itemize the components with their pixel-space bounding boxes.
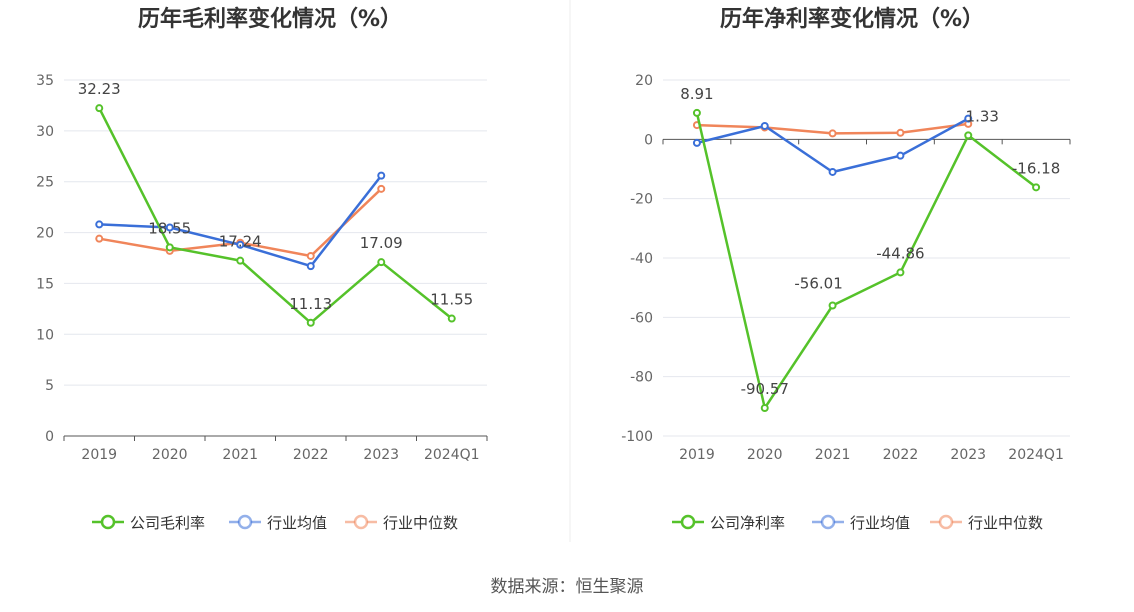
data-point	[306, 251, 315, 260]
x-tick-label: 2022	[293, 447, 329, 463]
data-point	[306, 318, 315, 327]
data-point	[165, 223, 174, 232]
data-point	[95, 220, 104, 229]
y-tick-label: 20	[36, 226, 54, 242]
y-tick-label: -40	[630, 251, 653, 267]
chart-title: 历年净利率变化情况（%）	[720, 6, 984, 32]
data-point	[95, 234, 104, 243]
series-industry_avg	[692, 114, 973, 176]
data-point	[377, 184, 386, 193]
data-label: 18.55	[148, 219, 191, 237]
x-tick-label: 2021	[222, 447, 258, 463]
x-tick-label: 2024Q1	[424, 447, 480, 463]
data-point	[377, 171, 386, 180]
data-label: -16.18	[1012, 159, 1060, 177]
y-tick-label: -80	[630, 370, 653, 386]
legend-label: 公司净利率	[710, 514, 785, 532]
series-line	[98, 107, 453, 325]
data-label: 11.13	[289, 295, 332, 313]
legend-item-company: 公司净利率	[672, 514, 785, 532]
legend-label: 行业均值	[267, 514, 327, 532]
legend-item-industry_avg: 行业均值	[812, 514, 910, 532]
data-point	[447, 314, 456, 323]
legend-marker	[680, 514, 696, 530]
net-margin-chart: 历年净利率变化情况（%） -100 -80 -60 -40 -20 0 20 2019 2020 2…	[621, 6, 1071, 532]
x-tick-label: 2020	[152, 447, 188, 463]
legend-label: 行业中位数	[383, 514, 458, 532]
x-tick-label: 2021	[815, 447, 851, 463]
data-point	[828, 301, 837, 310]
x-tick-label: 2022	[883, 447, 919, 463]
data-point	[896, 268, 905, 277]
y-tick-label: 30	[36, 124, 54, 140]
chart-title: 历年毛利率变化情况（%）	[138, 6, 402, 32]
x-tick-label: 2019	[81, 447, 117, 463]
data-point	[964, 114, 973, 123]
y-tick-label: 20	[635, 73, 653, 89]
data-label: 11.55	[430, 291, 473, 309]
data-point	[236, 256, 245, 265]
series-line	[695, 112, 1037, 410]
x-tick-label: 2024Q1	[1008, 447, 1064, 463]
data-point	[760, 121, 769, 130]
legend-marker	[100, 514, 116, 530]
series-industry_avg	[95, 171, 386, 271]
legend-marker	[820, 514, 836, 530]
series-company: 32.23 18.55 17.24 11.13 17.09 11.55	[78, 80, 473, 327]
data-point	[828, 167, 837, 176]
data-label: 8.91	[680, 85, 713, 103]
data-point	[377, 258, 386, 267]
legend-label: 公司毛利率	[130, 514, 205, 532]
y-tick-label: -60	[630, 310, 653, 326]
y-tick-label: 25	[36, 175, 54, 191]
x-tick-label: 2020	[747, 447, 783, 463]
data-label: 17.24	[219, 233, 262, 251]
legend-label: 行业中位数	[968, 514, 1043, 532]
data-point	[236, 240, 245, 249]
data-label: -56.01	[794, 274, 842, 292]
x-tick-label: 2019	[679, 447, 715, 463]
data-label: 17.09	[360, 234, 403, 252]
x-tick-label: 2023	[363, 447, 399, 463]
legend-marker	[237, 514, 253, 530]
legend-label: 行业均值	[850, 514, 910, 532]
data-label: -90.57	[741, 380, 789, 398]
legend-item-industry_median: 行业中位数	[345, 514, 458, 532]
legend-marker	[353, 514, 369, 530]
data-label: 1.33	[966, 107, 999, 125]
y-tick-label: 0	[644, 132, 653, 148]
y-tick-label: 5	[45, 378, 54, 394]
series-company: 8.91 -90.57 -56.01 -44.86 1.33 -16.18	[680, 85, 1060, 413]
legend-item-industry_median: 行业中位数	[930, 514, 1043, 532]
legend-item-company: 公司毛利率	[92, 514, 205, 532]
data-point	[828, 129, 837, 138]
data-point	[896, 128, 905, 137]
y-tick-label: -100	[621, 429, 653, 445]
data-point	[1032, 183, 1041, 192]
data-point	[165, 243, 174, 252]
x-tick-label: 2023	[950, 447, 986, 463]
data-label: -44.86	[876, 244, 924, 262]
data-point	[692, 138, 701, 147]
y-tick-label: 10	[36, 327, 54, 343]
data-label: 32.23	[78, 80, 121, 98]
legend-marker	[938, 514, 954, 530]
data-point	[964, 131, 973, 140]
data-point	[95, 104, 104, 113]
data-point	[896, 151, 905, 160]
y-tick-label: 35	[36, 73, 54, 89]
data-point	[306, 262, 315, 271]
y-tick-label: -20	[630, 192, 653, 208]
data-point	[692, 108, 701, 117]
gross-margin-chart: 历年毛利率变化情况（%） 0 5 10 15 20 25 30 35 2019 2020 2021 20…	[36, 6, 488, 532]
y-tick-label: 0	[45, 429, 54, 445]
data-source: 数据来源：恒生聚源	[491, 577, 644, 597]
legend-item-industry_avg: 行业均值	[229, 514, 327, 532]
data-point	[760, 404, 769, 413]
y-tick-label: 15	[36, 276, 54, 292]
